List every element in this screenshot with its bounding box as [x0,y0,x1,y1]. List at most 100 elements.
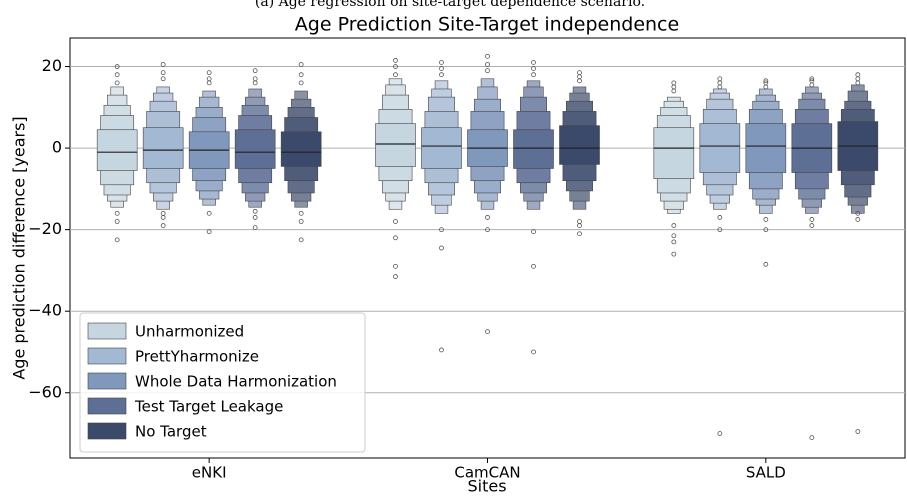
outlier [114,72,120,78]
outlier [439,60,444,65]
outlier [206,80,212,86]
outlier [439,66,444,71]
outlier [855,217,861,222]
boxen-box [653,127,695,179]
outlier [298,210,304,216]
outlier [485,62,490,67]
outlier [763,80,769,86]
outlier [531,229,536,235]
legend-label: Whole Data Harmonization [135,373,337,391]
x-tick-label: eNKI [192,464,227,482]
caption: (a) Age regression on site-target depend… [255,0,645,10]
outlier [531,349,536,355]
y-tick-label: −40 [28,301,62,320]
outlier [717,76,723,82]
outlier [160,62,166,67]
outlier [485,215,490,220]
boxen-box [234,129,276,169]
x-tick-label: SALD [746,464,786,482]
outlier [855,210,861,216]
legend: Unharmonized PrettYharmonize Whole Data Ha… [79,312,366,453]
outlier [671,251,677,257]
outlier [671,84,677,90]
outlier [809,76,815,82]
legend-label: Unharmonized [135,323,244,341]
outlier [531,60,536,65]
outlier [160,210,166,216]
legend-label: No Target [135,423,207,441]
outlier [439,347,444,353]
outlier [252,68,258,74]
outlier [393,72,398,78]
boxen-box [421,127,462,169]
outlier [763,84,769,90]
outlier [763,217,769,222]
boxen-box [559,125,600,165]
outlier [298,62,304,67]
outlier [717,431,723,436]
legend-swatch [87,372,127,390]
outlier [717,80,723,86]
outlier [393,274,398,279]
outlier [855,76,861,82]
outlier [717,84,723,90]
outlier [485,68,490,74]
outlier [809,435,815,441]
legend-swatch [87,422,127,440]
outlier [577,70,582,76]
outlier [206,210,212,216]
outlier [393,235,398,241]
outlier [114,64,120,69]
outlier [252,80,258,86]
outlier [763,261,769,267]
outlier [577,78,582,84]
outlier [531,263,536,269]
legend-swatch [87,322,127,340]
boxen-box [280,131,322,167]
outlier [531,72,536,78]
outlier [577,223,582,228]
y-tick-label: 0 [52,138,62,157]
outlier [671,239,677,245]
outlier [577,74,582,80]
outlier [160,223,166,228]
x-axis-label: Sites [467,477,506,496]
outlier [531,66,536,71]
boxen-box [745,123,787,173]
outlier [160,70,166,76]
outlier [206,76,212,82]
outlier [114,219,120,224]
outlier [160,215,166,220]
outlier [393,263,398,269]
boxen-box [513,129,554,169]
y-axis-label: Age prediction difference [years] [10,116,29,379]
y-tick-label: 20 [42,56,62,75]
outlier [298,219,304,224]
outlier [298,72,304,78]
outlier [485,329,490,334]
y-tick-label: −60 [28,382,62,401]
legend-label: PrettYharmonize [135,348,259,366]
outlier [809,82,815,88]
boxen-box [96,129,138,171]
outlier [671,233,677,239]
outlier [671,80,677,86]
outlier [298,80,304,86]
y-tick-label: −20 [28,219,62,238]
outlier [206,70,212,76]
outlier [763,227,769,233]
outlier [671,223,677,228]
outlier [855,80,861,86]
outlier [763,78,769,84]
outlier [717,215,723,220]
outlier [252,215,258,220]
boxen-box [142,127,184,169]
legend-frame [79,312,366,453]
legend-swatch [87,347,127,365]
outlier [809,217,815,222]
outlier [439,245,444,251]
outlier [114,210,120,216]
outlier [206,229,212,235]
